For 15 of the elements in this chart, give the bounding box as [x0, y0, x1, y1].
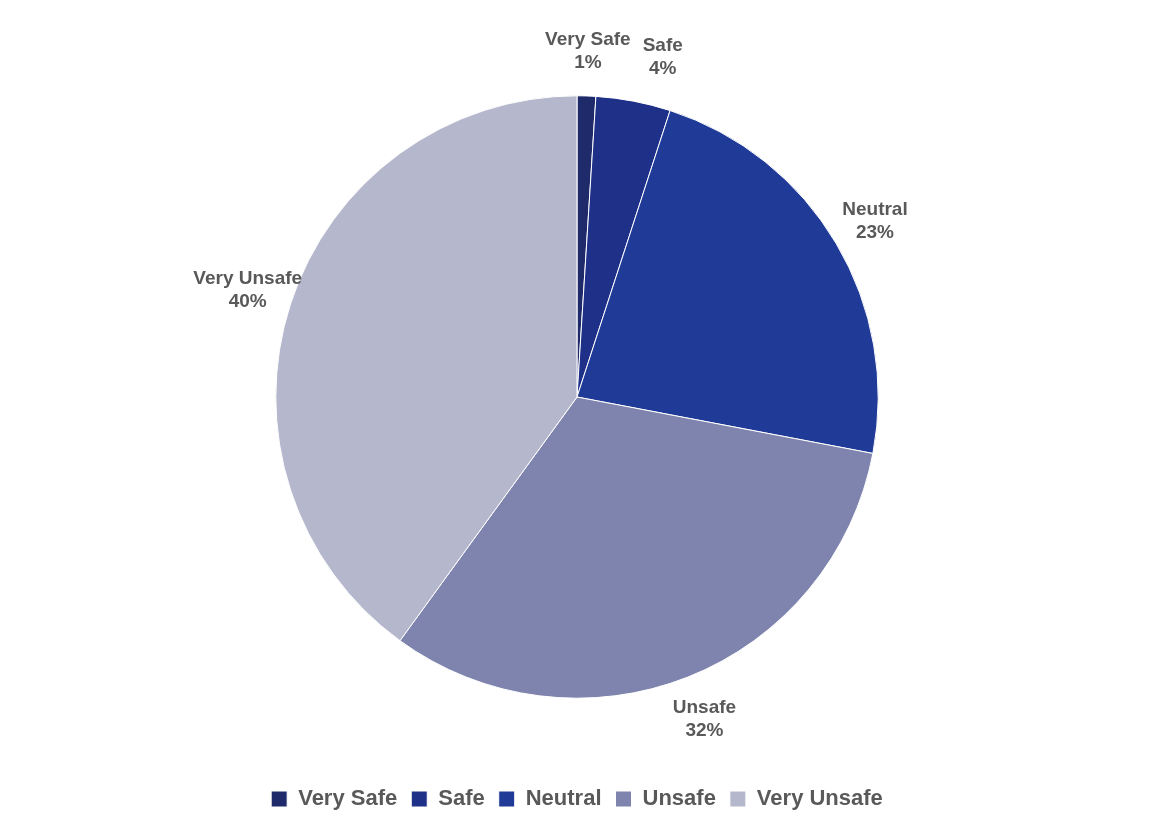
data-label: 32%	[685, 719, 724, 741]
data-label: 23%	[855, 221, 895, 242]
slice-label: Unsafe	[672, 696, 737, 718]
slice-label: Neutral	[842, 198, 908, 219]
data-label: 4%	[648, 57, 677, 79]
legend-label: Neutral	[525, 785, 602, 811]
legend-label: Very Unsafe	[756, 785, 883, 811]
legend-label: Safe	[438, 785, 485, 811]
data-label: 40%	[228, 290, 267, 312]
slice-label: Very Unsafe	[193, 267, 303, 289]
slice-label: Very Safe	[545, 28, 631, 50]
legend-label: Very Safe	[298, 785, 398, 811]
slice-label: Safe	[642, 34, 683, 56]
data-label: 1%	[574, 51, 602, 73]
legend-label: Unsafe	[642, 785, 716, 811]
